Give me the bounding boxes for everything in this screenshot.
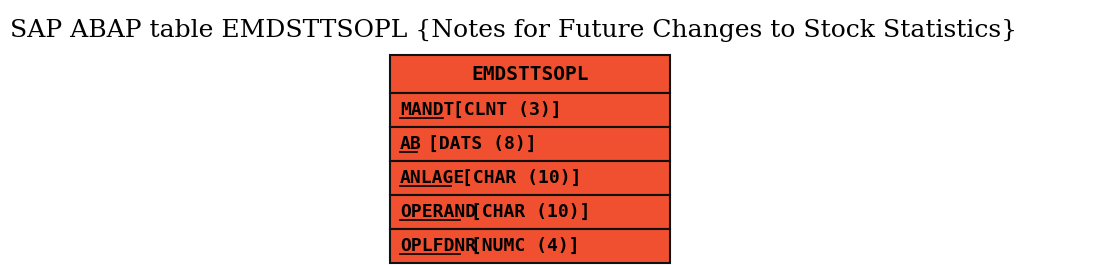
Text: ANLAGE: ANLAGE: [400, 169, 465, 187]
Text: [DATS (8)]: [DATS (8)]: [417, 135, 537, 153]
Text: EMDSTTSOPL: EMDSTTSOPL: [471, 64, 588, 83]
Text: [NUMC (4)]: [NUMC (4)]: [459, 237, 580, 255]
Bar: [390, 195, 670, 229]
Bar: [390, 55, 670, 93]
Text: OPERAND: OPERAND: [400, 203, 476, 221]
Text: MANDT: MANDT: [400, 101, 455, 119]
Text: [CHAR (10)]: [CHAR (10)]: [459, 203, 590, 221]
Text: AB: AB: [400, 135, 422, 153]
Text: OPLFDNR: OPLFDNR: [400, 237, 476, 255]
Bar: [390, 161, 670, 195]
Text: [CHAR (10)]: [CHAR (10)]: [452, 169, 582, 187]
Text: [CLNT (3)]: [CLNT (3)]: [443, 101, 562, 119]
Bar: [390, 229, 670, 263]
Bar: [390, 93, 670, 127]
Text: SAP ABAP table EMDSTTSOPL {Notes for Future Changes to Stock Statistics}: SAP ABAP table EMDSTTSOPL {Notes for Fut…: [10, 19, 1017, 42]
Bar: [390, 127, 670, 161]
